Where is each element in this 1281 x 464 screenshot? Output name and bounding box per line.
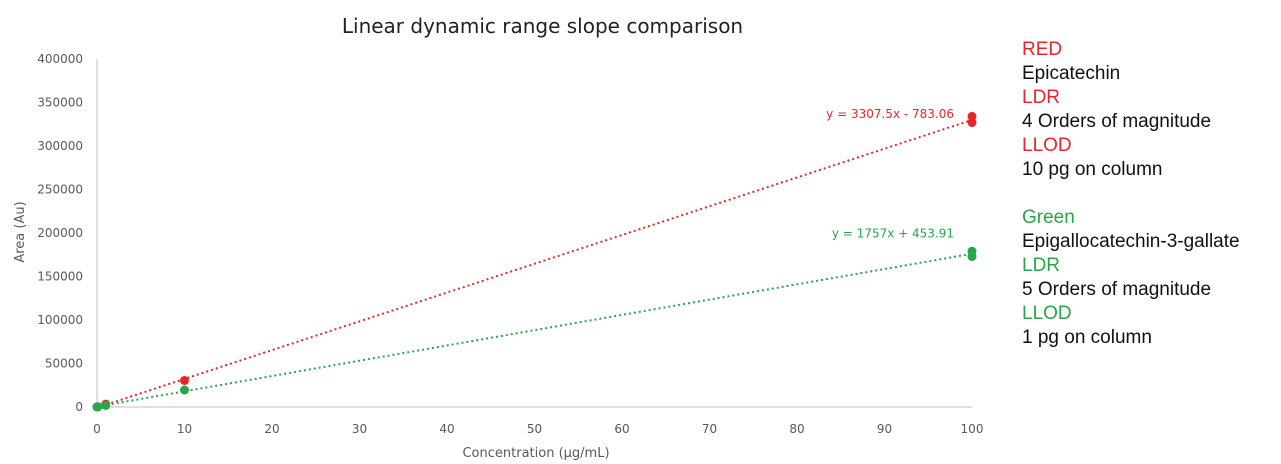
y-tick-label: 50000 xyxy=(45,357,83,371)
y-tick-label: 200000 xyxy=(37,226,83,240)
trendline-series-2 xyxy=(96,252,973,408)
chart-title: Linear dynamic range slope comparison xyxy=(341,14,744,38)
legend-line: Epicatechin xyxy=(1022,63,1121,84)
trendline-equation-label: y = 3307.5x - 783.06 xyxy=(826,107,954,121)
trendline-equation-label: y = 1757x + 453.91 xyxy=(832,227,954,241)
x-tick-label: 30 xyxy=(352,422,367,436)
legend-line: RED xyxy=(1022,39,1063,60)
x-tick-label: 60 xyxy=(614,422,629,436)
legend-line: 5 Orders of magnitude xyxy=(1022,279,1212,300)
legend-line: 10 pg on column xyxy=(1022,159,1163,180)
legend-block-2: Green Epigallocatechin-3-gallate LDR 5 Orde… xyxy=(1022,206,1281,350)
data-point xyxy=(967,246,977,256)
legend-line: LDR xyxy=(1022,87,1061,108)
data-point xyxy=(101,400,111,410)
x-tick-label: 90 xyxy=(877,422,892,436)
legend-line: LDR xyxy=(1022,255,1061,276)
legend-block-1: RED Epicatechin LDR 4 Orders of magnitude LL… xyxy=(1022,38,1281,182)
y-tick-label: 0 xyxy=(75,400,83,414)
y-tick-label: 250000 xyxy=(37,183,83,197)
y-axis-title: Area (Au) xyxy=(13,201,28,262)
x-tick-label: 100 xyxy=(961,422,984,436)
legend-line: LLOD xyxy=(1022,303,1072,324)
y-tick-label: 300000 xyxy=(37,139,83,153)
y-tick-label: 400000 xyxy=(37,52,83,66)
data-point xyxy=(180,375,189,385)
x-tick-label: 40 xyxy=(439,422,454,436)
data-point xyxy=(967,111,977,121)
tick-labels: 0 10 20 30 40 50 60 70 80 90 100 0 50000 100000 150000… xyxy=(37,52,983,436)
trendline-series-1 xyxy=(96,118,973,409)
chart-plot: 0 10 20 30 40 50 60 70 80 90 100 0 50000 100000 150000… xyxy=(13,52,983,461)
data-point xyxy=(180,385,189,395)
x-tick-label: 20 xyxy=(264,422,279,436)
x-tick-label: 70 xyxy=(702,422,717,436)
data-point xyxy=(93,402,103,412)
legend-panel: RED Epicatechin LDR 4 Orders of magnitude LL… xyxy=(1022,38,1281,350)
trendlines xyxy=(96,118,973,409)
legend-line: Epigallocatechin-3-gallate xyxy=(1022,231,1240,252)
legend-line: Green xyxy=(1022,207,1075,228)
axes xyxy=(96,59,972,408)
y-tick-label: 100000 xyxy=(37,313,83,327)
y-tick-label: 350000 xyxy=(37,96,83,110)
x-tick-label: 80 xyxy=(789,422,804,436)
y-tick-label: 150000 xyxy=(37,270,83,284)
data-points xyxy=(92,111,977,412)
x-tick-label: 50 xyxy=(527,422,542,436)
legend-line: 4 Orders of magnitude xyxy=(1022,111,1212,132)
legend-line: 1 pg on column xyxy=(1022,327,1152,348)
x-tick-label: 10 xyxy=(177,422,192,436)
x-tick-label: 0 xyxy=(93,422,101,436)
legend-line: LLOD xyxy=(1022,135,1072,156)
x-axis-title: Concentration (µg/mL) xyxy=(462,446,609,461)
